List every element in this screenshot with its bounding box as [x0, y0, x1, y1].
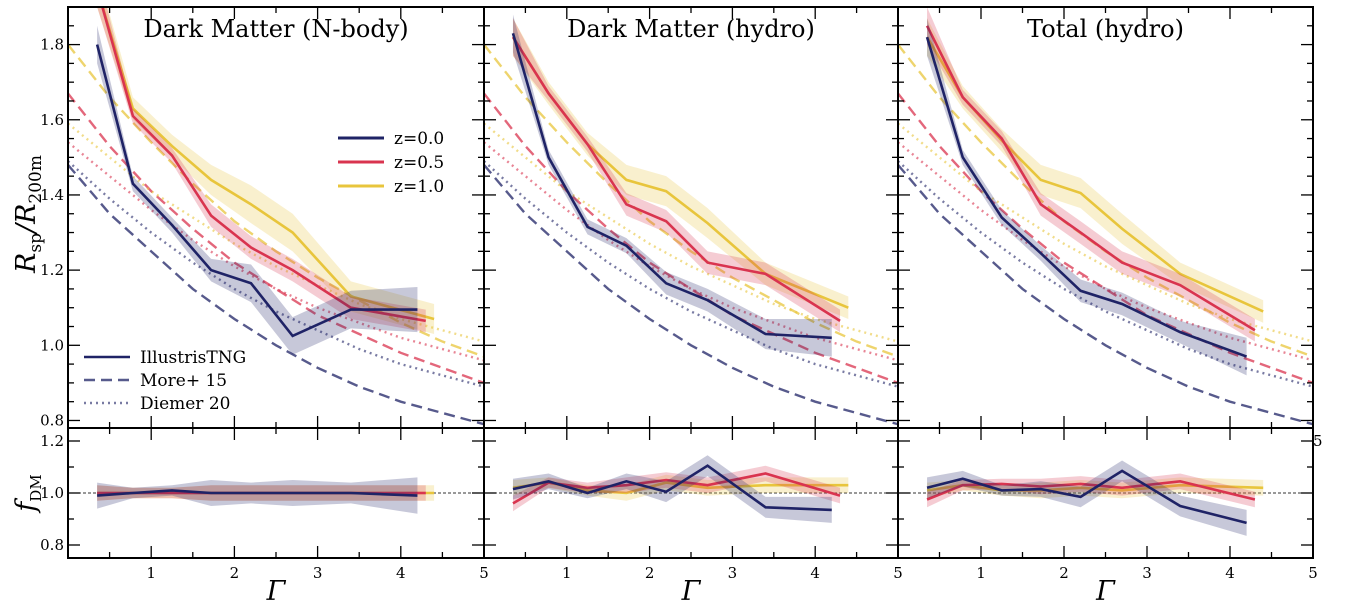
- x-axis-label: Γ: [266, 576, 287, 606]
- x-tick-label: 4: [810, 564, 820, 582]
- tng-band-z0: [97, 25, 418, 355]
- legend-label-z05: z=0.5: [394, 153, 444, 173]
- diemer20-curve-z0: [68, 160, 484, 388]
- panel-title: Dark Matter (N-body): [143, 15, 408, 43]
- legend: z=0.0 z=0.5 z=1.0 IllustrisTNG More+ 15 Dieme…: [84, 129, 444, 414]
- y-tick-label-top: 1.2: [40, 261, 64, 279]
- y-tick-label-top: 0.8: [40, 411, 64, 429]
- x-tick-label: 5: [893, 564, 903, 582]
- x-tick-label: 1: [976, 564, 986, 582]
- panel-3: 1 2 3 4 5 Total (hydro) Γ: [897, 6, 1318, 606]
- x-tick-label: 1: [562, 564, 572, 582]
- y-tick-label-bottom: 1.0: [40, 484, 64, 502]
- tng-band-z0: [927, 18, 1247, 376]
- ratio-line-z0: [926, 469, 1247, 525]
- y-tick-label-top: 1.6: [40, 111, 64, 129]
- panels: 1 2 3 4 5 0.8 1.0 1.2 1.4 1.6 1.8 0.8 1.0 1.2 Dark Mat…: [40, 6, 1323, 606]
- y-tick-label-bottom: 1.2: [40, 432, 64, 450]
- tng-line-z05: [925, 25, 1256, 332]
- ratio-band-z0: [927, 460, 1247, 536]
- y-label-bottom-sub: DM: [27, 474, 45, 501]
- diemer20-curve-z0: [484, 160, 898, 388]
- diemer20-curve-z1: [484, 122, 898, 343]
- more15-curve-z0: [898, 164, 1313, 426]
- ratio-line-z0: [512, 464, 832, 512]
- ratio-band-z1: [512, 474, 849, 501]
- axis-labels: Rsp/R200m fDM: [11, 155, 46, 514]
- diemer20-curve-z05: [898, 141, 1313, 362]
- tng-band-z0: [512, 14, 832, 357]
- x-tick-label: 1: [146, 564, 156, 582]
- y-label-top-slash: /R: [11, 204, 42, 236]
- panel-title: Dark Matter (hydro): [567, 15, 815, 43]
- y-tick-label-top: 1.8: [40, 36, 64, 54]
- y-axis-label-bottom: fDM: [11, 474, 45, 513]
- x-tick-label: 5: [1308, 564, 1318, 582]
- y-label-top-sub1: sp: [26, 233, 46, 253]
- panel-2: 1 2 3 4 5 Dark Matter (hydro) Γ: [483, 6, 903, 606]
- tng-line-z1: [511, 36, 849, 309]
- ratio-line-z0: [97, 489, 418, 497]
- tng-line-z05: [101, 7, 426, 323]
- diemer20-curve-z1: [68, 122, 484, 343]
- ratio-line-z05: [926, 479, 1256, 501]
- y-label-bottom-main: f: [11, 498, 42, 514]
- x-tick-label: 5: [479, 564, 489, 582]
- x-tick-label: 4: [1225, 564, 1235, 582]
- ratio-band-z05: [512, 465, 841, 512]
- x-tick-label: 3: [313, 564, 323, 582]
- tng-line-z05: [511, 36, 841, 322]
- tng-line-z0: [925, 36, 1248, 358]
- panel-title: Total (hydro): [1027, 15, 1184, 43]
- legend-label-z0: z=0.0: [394, 129, 444, 149]
- bottom-plot-area: [484, 455, 898, 523]
- panel-1: 1 2 3 4 5 0.8 1.0 1.2 1.4 1.6 1.8 0.8 1.0 1.2 Dark Mat…: [40, 6, 489, 606]
- tng-band-z1: [927, 18, 1264, 323]
- y-label-top-main: R: [11, 253, 42, 274]
- legend-style-label-1: IllustrisTNG: [140, 348, 246, 368]
- legend-style-label-2: More+ 15: [140, 371, 227, 391]
- bottom-plot-area: [68, 477, 484, 514]
- y-label-top-sub2: 200m: [26, 155, 46, 204]
- diemer20-curve-z0: [898, 160, 1313, 388]
- tng-band-z1: [512, 18, 849, 319]
- diemer20-curve-z05: [68, 141, 484, 362]
- diemer20-curve-z05: [484, 141, 898, 362]
- more15-curve-z05: [484, 92, 898, 385]
- more15-curve-z0: [68, 164, 484, 426]
- more15-curve-z0: [484, 164, 898, 426]
- x-axis-label: Γ: [1095, 576, 1116, 606]
- x-axis-label: Γ: [681, 576, 702, 606]
- tng-band-z1: [97, 7, 435, 335]
- legend-label-z1: z=1.0: [394, 177, 444, 197]
- y-tick-label-bottom: 0.8: [40, 536, 64, 554]
- y-tick-label-top: 1.0: [40, 336, 64, 354]
- more15-curve-z1: [484, 43, 898, 358]
- x-tick-label: 2: [1059, 564, 1069, 582]
- more15-curve-z1: [68, 43, 484, 358]
- x-tick-label: 3: [728, 564, 738, 582]
- more15-curve-z05: [898, 92, 1313, 385]
- top-plot-area: [484, 14, 898, 426]
- legend-style-label-3: Diemer 20: [140, 394, 230, 414]
- top-plot-area: [68, 7, 484, 426]
- more15-curve-z05: [68, 92, 484, 385]
- tng-line-z0: [511, 32, 832, 340]
- y-axis-label-top: Rsp/R200m: [11, 155, 46, 274]
- tng-line-z0: [95, 44, 418, 338]
- stray-tick-label: 5: [1313, 432, 1323, 450]
- x-tick-label: 2: [645, 564, 655, 582]
- y-tick-label-top: 1.4: [40, 186, 64, 204]
- x-tick-label: 2: [230, 564, 240, 582]
- x-tick-label: 4: [396, 564, 406, 582]
- tng-line-z1: [101, 7, 435, 321]
- ratio-band-z0: [97, 477, 418, 514]
- top-plot-area: [898, 7, 1313, 426]
- tng-band-z05: [927, 7, 1255, 342]
- x-tick-label: 3: [1142, 564, 1152, 582]
- bottom-plot-area: [898, 460, 1313, 536]
